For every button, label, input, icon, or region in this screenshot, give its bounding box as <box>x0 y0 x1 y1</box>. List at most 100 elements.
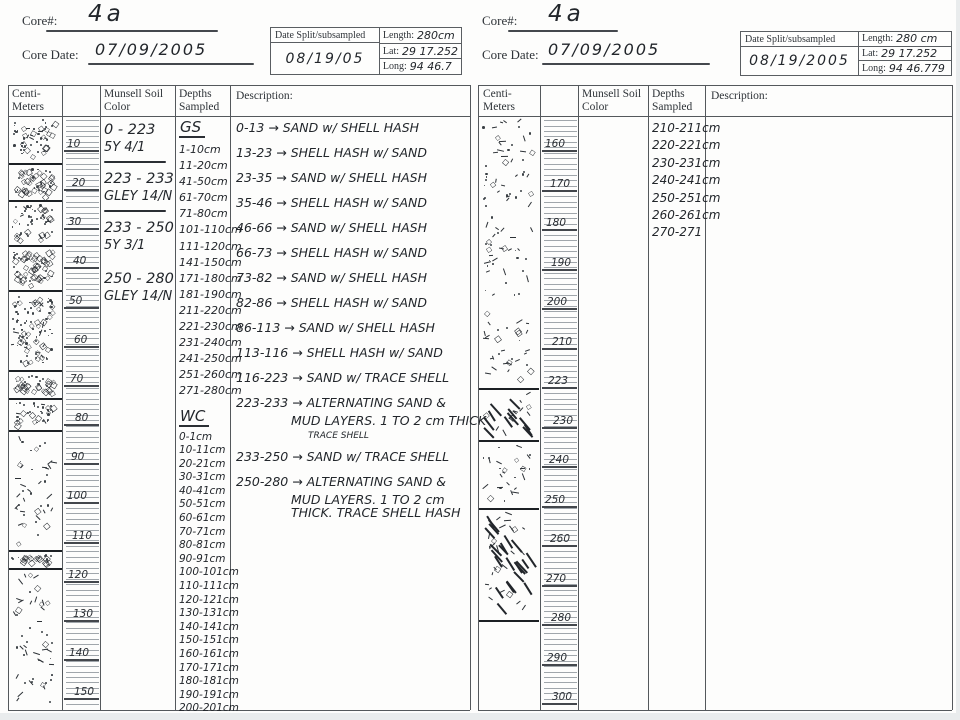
litho-glyph <box>39 204 42 207</box>
litho-glyph <box>31 468 33 471</box>
length-label: Length: <box>862 33 894 45</box>
litho-glyph <box>45 357 48 360</box>
litho-glyph <box>488 259 491 262</box>
litho-glyph <box>514 476 516 479</box>
litho-glyph <box>15 206 18 209</box>
scan-edge-bottom <box>0 713 960 720</box>
litho-glyph <box>15 131 18 134</box>
ruler-tick <box>544 693 577 695</box>
ruler-tick <box>66 207 99 209</box>
ruler-tick <box>66 611 99 613</box>
ruler-tick <box>66 660 99 662</box>
gs-sample: 171-180cm <box>179 271 242 285</box>
date-split-box: Date Split/subsampled 08/19/2005 Length:… <box>740 31 952 76</box>
wc-sample: 20-21cm <box>179 457 226 470</box>
litho-glyph <box>496 190 501 194</box>
litho-glyph <box>49 405 52 408</box>
ruler-decade-tick <box>542 505 577 508</box>
litho-glyph <box>13 251 15 254</box>
litho-glyph <box>519 467 526 470</box>
ruler-tick <box>66 349 99 351</box>
ruler-decade-tick <box>64 189 99 192</box>
ruler-tick <box>66 556 99 558</box>
ruler-tick <box>66 693 99 695</box>
litho-glyph <box>40 631 43 634</box>
litho-glyph <box>527 201 533 208</box>
litho-glyph <box>497 231 500 234</box>
litho-glyph <box>522 158 525 162</box>
litho-glyph <box>503 499 506 502</box>
litho-glyph <box>43 217 46 220</box>
litho-glyph <box>23 573 26 578</box>
litho-glyph <box>36 382 39 385</box>
litho-glyph <box>13 266 16 269</box>
litho-glyph <box>34 210 37 212</box>
ruler-tick <box>544 600 577 602</box>
litho-glyph <box>29 320 32 324</box>
ruler-tick <box>544 644 577 646</box>
litho-glyph <box>44 554 48 557</box>
litho-glyph <box>485 583 490 586</box>
core-date-label: Core Date: <box>22 47 79 62</box>
gs-sample: 251-260cm <box>179 368 242 382</box>
description-line: 116-223 → SAND w/ TRACE SHELL <box>236 370 450 385</box>
litho-glyph <box>482 126 485 129</box>
litho-glyph <box>26 488 31 493</box>
litho-glyph <box>498 352 501 355</box>
litho-glyph <box>515 174 519 178</box>
litho-glyph <box>482 457 485 459</box>
ruler-tick <box>66 666 99 667</box>
ruler-tick <box>544 141 577 143</box>
table-border-right <box>952 85 953 710</box>
ruler-tick <box>544 382 577 384</box>
depths-sampled-column: GS 1-10cm 11-20cm 41-50cm 61-70cm 71-80cm 101… <box>179 118 242 716</box>
litho-glyph <box>489 587 493 590</box>
litho-glyph <box>24 321 26 324</box>
ruler-tick <box>66 491 99 493</box>
ruler-tick <box>66 354 99 356</box>
litho-glyph <box>11 557 14 560</box>
ruler-tick <box>544 447 577 449</box>
lithology-column: ◇◇◇◇◇◇◇◇◇◇◇◇◇◇◇◇◇◇◇◇◇◇◇◇◇ <box>479 0 539 710</box>
ruler-tick <box>544 201 577 203</box>
ruler-tick <box>66 524 99 525</box>
litho-glyph <box>14 121 17 124</box>
wc-sample: 160-161cm <box>179 648 239 660</box>
litho-glyph: ◇ <box>12 217 19 225</box>
litho-glyph <box>46 145 49 148</box>
litho-glyph <box>20 257 23 260</box>
litho-glyph <box>500 542 508 553</box>
lithology-column: ◇ ◇ ◇ ◇ ◇ ◇ ◇ ◇ ◇ ◇ ◇ ◇ ◇ ◇ ◇ ◇ ◇ ◇ ◇ ◇ ◇ ◇ ◇ ◇ ◇ ◇ ◇ ◇ ◇ ◇ ◇ ◇ ◇ ◇ ◇ ◇ ◇ ◇ ◇ ◇… <box>9 0 62 710</box>
wc-sample: 170-171cm <box>179 661 239 674</box>
litho-glyph <box>17 319 20 322</box>
litho-glyph <box>504 512 512 516</box>
ruler-tick <box>544 524 577 525</box>
ruler-tick <box>544 393 577 394</box>
ruler-tick <box>544 305 577 307</box>
ruler-tick <box>544 311 577 313</box>
column-divider <box>230 85 231 710</box>
litho-glyph <box>22 149 25 152</box>
munsell-code: GLEY 14/N <box>104 289 173 304</box>
gs-sample: 241-250cm <box>179 352 242 366</box>
description-line: MUD LAYERS. 1 TO 2 cm <box>291 492 445 507</box>
scan-edge-right <box>956 0 960 720</box>
litho-glyph <box>491 571 494 576</box>
litho-glyph <box>528 453 531 457</box>
ruler-decade-tick <box>64 580 99 583</box>
core-number-underline <box>508 30 618 32</box>
litho-glyph <box>33 652 40 656</box>
litho-glyph <box>12 558 15 561</box>
ruler-tick <box>66 529 99 531</box>
litho-glyph <box>15 478 21 480</box>
litho-glyph <box>41 378 44 381</box>
ruler-tick <box>66 398 99 400</box>
lithology-band-sand-with-shell-hash: ◇◇◇◇◇◇◇◇◇◇◇◇◇◇ <box>9 200 62 245</box>
ruler-tick <box>66 300 99 302</box>
depth-ruler: 10 20 30 40 50 60 70 80 90 100 110 120 130 140 150 <box>62 0 100 710</box>
litho-glyph <box>17 301 20 303</box>
litho-glyph <box>19 360 23 363</box>
ruler-tick <box>66 125 99 127</box>
litho-glyph <box>40 403 46 406</box>
ruler-depth-label: 10 <box>67 138 81 150</box>
